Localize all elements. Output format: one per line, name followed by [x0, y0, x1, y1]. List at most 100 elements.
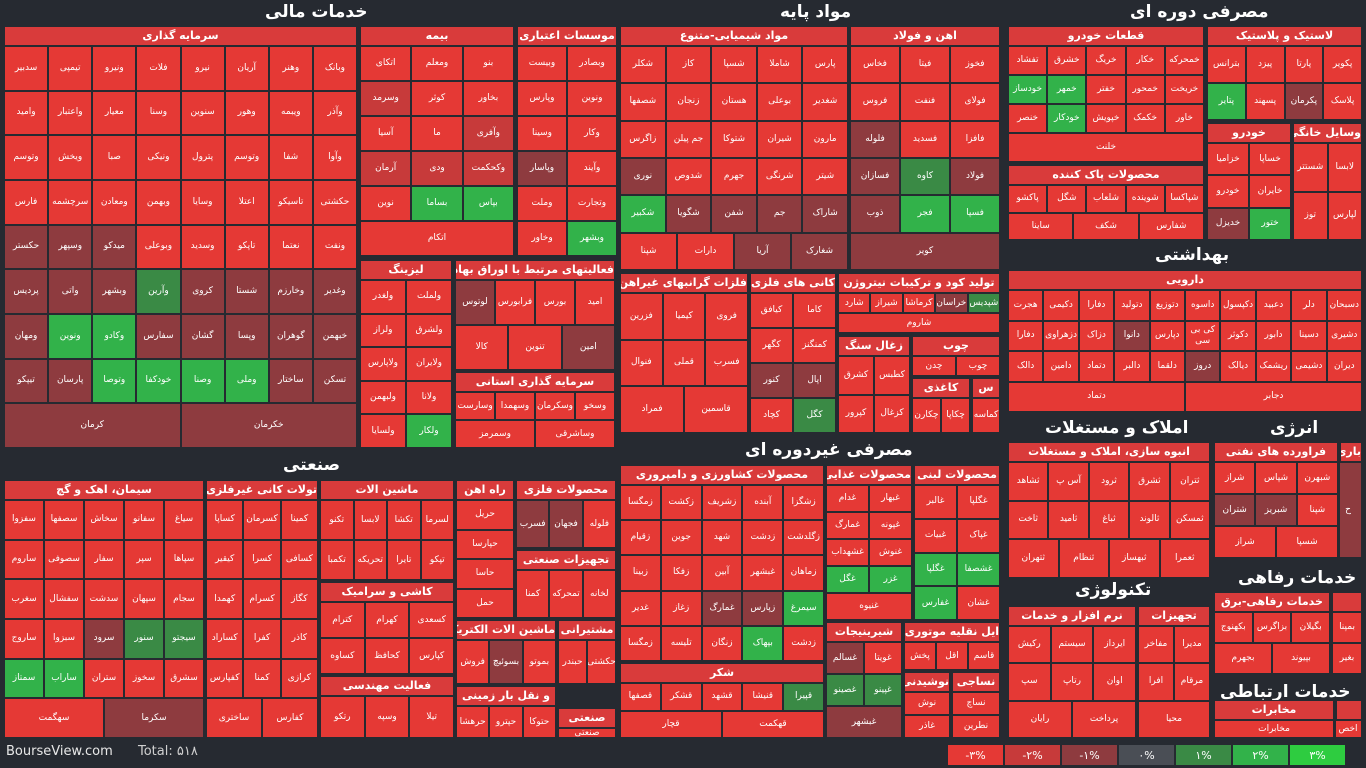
stock-tile[interactable]: سیمرغ [783, 590, 824, 626]
stock-tile[interactable]: حمل [456, 588, 514, 618]
stock-tile[interactable]: شپدیس [967, 293, 1000, 313]
stock-tile[interactable]: دپارس [1149, 320, 1185, 351]
stock-tile[interactable]: غمارگ [701, 590, 743, 626]
stock-tile[interactable]: زدشت [742, 520, 784, 556]
stock-tile[interactable]: ختور [1249, 207, 1291, 240]
stock-tile[interactable]: وبصادر [567, 46, 617, 81]
stock-tile[interactable]: شیتر [802, 157, 848, 196]
stock-tile[interactable]: فخاس [850, 46, 900, 84]
industry-group[interactable]: نرم افزار و خدمات ایرداز سیستم رکیش اوان رتاپ… [1008, 606, 1136, 738]
stock-tile[interactable]: فرابورس [495, 280, 535, 325]
stock-tile[interactable]: کرازی [280, 658, 318, 699]
stock-tile[interactable]: شتران [1214, 494, 1256, 526]
stock-tile[interactable]: آبین [701, 555, 743, 591]
stock-tile[interactable]: کماسه [972, 398, 1000, 433]
stock-tile[interactable]: شبریز [1255, 494, 1297, 526]
stock-tile[interactable]: فلوله [582, 500, 616, 548]
stock-tile[interactable]: زمگسا [620, 485, 661, 521]
stock-tile[interactable]: ثعمرا [1159, 539, 1210, 578]
stock-tile[interactable]: قصفها [620, 683, 661, 711]
stock-tile[interactable]: وهور [224, 90, 269, 136]
stock-tile[interactable]: فارس [4, 179, 49, 225]
stock-tile[interactable]: زکشت [660, 485, 702, 521]
stock-tile[interactable]: وبیست [517, 46, 567, 81]
stock-tile[interactable]: شصفها [620, 83, 666, 121]
industry-group[interactable]: مشتیرانی حکشتی حبندر [558, 620, 616, 684]
stock-tile[interactable]: کسرام [243, 579, 281, 619]
stock-tile[interactable]: زماهان [783, 555, 824, 591]
stock-tile[interactable]: غفارس [914, 586, 957, 620]
stock-tile[interactable]: ثنظام [1058, 539, 1109, 578]
stock-tile[interactable]: کترام [320, 602, 365, 638]
stock-tile[interactable]: پترول [180, 135, 225, 180]
stock-tile[interactable]: چکاپا [941, 398, 970, 433]
stock-tile[interactable]: غپاک [957, 518, 1000, 553]
stock-tile[interactable]: قاسم [968, 642, 1000, 670]
stock-tile[interactable]: بورس [535, 280, 575, 325]
stock-tile[interactable]: قهکمت [722, 710, 824, 738]
stock-tile[interactable]: ثشاهد [1008, 462, 1049, 501]
stock-tile[interactable]: کنور [750, 363, 793, 398]
stock-tile[interactable]: جهرم [711, 157, 757, 196]
stock-tile[interactable]: خریگ [1086, 46, 1126, 75]
stock-tile[interactable]: دعبید [1255, 290, 1292, 321]
stock-tile[interactable]: سصفها [44, 500, 84, 540]
stock-tile[interactable]: غشهداب [826, 539, 869, 566]
stock-tile[interactable]: سیاغ [164, 500, 204, 540]
stock-tile[interactable]: کچاد [750, 398, 793, 433]
stock-tile[interactable]: زگلدشت [783, 520, 824, 556]
stock-tile[interactable]: کفپارس [206, 658, 244, 699]
stock-tile[interactable]: ولاپارس [360, 347, 406, 381]
stock-tile[interactable]: اقل [936, 642, 968, 670]
industry-group[interactable]: فعالیت مهندسی تیلا وسپه رتکو [320, 676, 454, 738]
stock-tile[interactable]: دیالک [1220, 351, 1256, 382]
stock-tile[interactable]: غویتا [864, 642, 902, 674]
stock-tile[interactable]: خکرمان [180, 403, 357, 448]
stock-tile[interactable]: وغدیر [312, 269, 357, 314]
industry-group[interactable]: ماشین الات لسرما تکشا لابسا تکنو تپکو تایرا تحر… [320, 480, 454, 580]
stock-tile[interactable]: خدیزل [1207, 207, 1249, 240]
stock-tile[interactable]: دلقما [1149, 351, 1185, 382]
stock-tile[interactable]: خمحور [1125, 75, 1165, 104]
stock-tile[interactable]: کرمان [4, 403, 181, 448]
stock-tile[interactable]: کیافق [750, 293, 793, 328]
stock-tile[interactable]: خاور [1164, 104, 1204, 133]
stock-tile[interactable]: سدشت [84, 579, 124, 619]
stock-tile[interactable]: فلات [136, 46, 181, 91]
stock-tile[interactable]: شهد [701, 520, 743, 556]
stock-tile[interactable]: غمارگ [826, 512, 869, 539]
industry-group[interactable]: بمپنا بغیر [1332, 592, 1362, 674]
stock-tile[interactable]: سیستم [1050, 626, 1094, 664]
stock-tile[interactable]: شفا [268, 135, 313, 180]
stock-tile[interactable]: حریل [456, 500, 514, 530]
stock-tile[interactable]: ساختار [268, 358, 313, 404]
stock-tile[interactable]: وخارزم [268, 269, 313, 314]
industry-group[interactable]: سرمایه گذاری وبانک وهنر آریان نیرو فلات ونیرو ت… [4, 26, 357, 448]
industry-group[interactable]: قطعات خودرو خمحرکه خکار خریگ خشرق تفشاد خریخت خ… [1008, 26, 1204, 162]
industry-group[interactable]: فراورده های نفتی شبهرن شپاس شراز شپنا شبریز شت… [1214, 442, 1338, 558]
industry-group[interactable]: تولات کانی غیرفلزی کمینا کسرمان کساپا کسافی ک… [206, 480, 318, 738]
stock-tile[interactable]: تکمبا [320, 540, 354, 580]
stock-tile[interactable]: سفزوا [4, 500, 44, 540]
stock-tile[interactable]: فسرب [516, 500, 550, 548]
stock-tile[interactable]: آرمان [360, 151, 412, 186]
stock-tile[interactable]: وسکرمان [535, 392, 575, 420]
stock-tile[interactable]: آسیا [360, 116, 412, 151]
stock-tile[interactable]: تیپکو [4, 358, 49, 404]
stock-tile[interactable]: فروس [850, 83, 900, 121]
industry-group[interactable]: سیمان، اهک و گچ سیاغ سفانو سخاش سصفها سفزوا سپ… [4, 480, 204, 738]
stock-tile[interactable]: ثتهران [1008, 539, 1059, 578]
stock-tile[interactable]: فروی [705, 293, 748, 340]
stock-tile[interactable]: دشیری [1326, 320, 1362, 351]
stock-tile[interactable]: وسپهر [48, 224, 93, 270]
industry-group[interactable]: تجهیزات صنعتی لخانه تمحرکه کمنا [516, 550, 616, 618]
stock-tile[interactable]: رایان [1008, 700, 1072, 738]
stock-tile[interactable]: کاما [793, 293, 836, 328]
stock-tile[interactable]: ولایران [406, 347, 452, 381]
stock-tile[interactable]: دامین [1043, 351, 1079, 382]
stock-tile[interactable]: زقیام [620, 520, 661, 556]
stock-tile[interactable]: شفارس [1138, 212, 1204, 240]
stock-tile[interactable]: زبینا [620, 555, 661, 591]
stock-tile[interactable]: ومهان [4, 313, 49, 359]
stock-tile[interactable]: سفانو [124, 500, 164, 540]
